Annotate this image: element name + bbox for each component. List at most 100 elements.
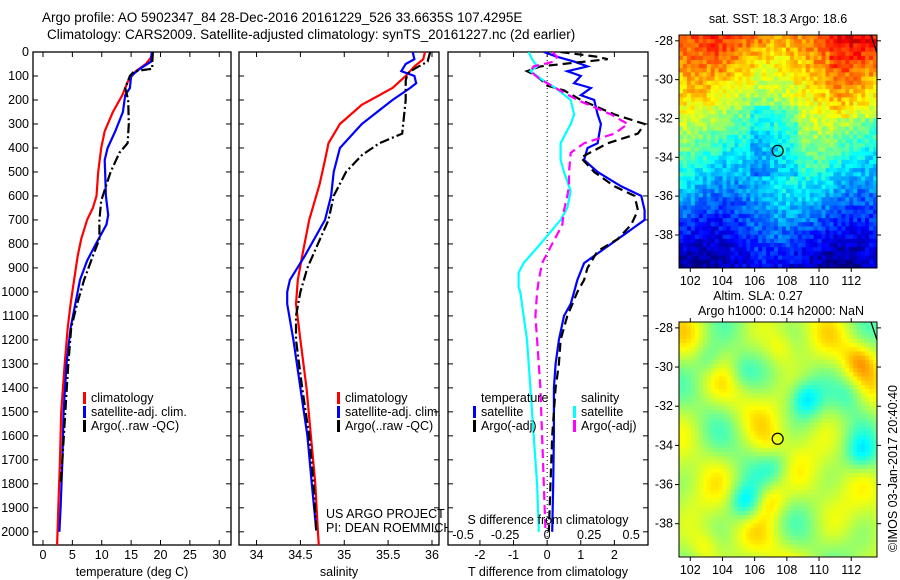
map-cell xyxy=(845,139,850,144)
map-cell xyxy=(778,259,783,265)
map-cell xyxy=(853,205,858,211)
map-cell xyxy=(825,218,831,223)
map-cell xyxy=(702,218,708,223)
map-cell xyxy=(698,76,704,82)
map-cell xyxy=(730,134,736,140)
map-cell xyxy=(734,35,739,40)
map-cell xyxy=(694,439,700,445)
map-cell xyxy=(694,72,700,78)
map-cell xyxy=(809,443,815,449)
map-cell xyxy=(781,372,787,378)
map-cell xyxy=(722,405,728,411)
map-cell xyxy=(722,147,728,153)
map-cell xyxy=(750,201,755,207)
map-cell xyxy=(813,64,819,69)
map-cell xyxy=(774,205,779,211)
legend-swatch xyxy=(83,392,86,404)
map-cell xyxy=(789,389,795,394)
map-cell xyxy=(726,43,732,49)
map-cell xyxy=(722,414,728,420)
map-cell xyxy=(686,197,692,203)
map-cell xyxy=(778,172,783,178)
map-cell xyxy=(726,105,732,111)
map-cell xyxy=(722,477,728,483)
map-cell xyxy=(841,101,846,107)
map-cell xyxy=(825,363,831,369)
map-cell xyxy=(857,255,862,261)
map-cell xyxy=(726,464,732,470)
map-cell xyxy=(714,163,720,169)
map-cell xyxy=(805,47,811,53)
map-cell xyxy=(758,368,763,373)
map-cell xyxy=(778,51,783,57)
map-cell xyxy=(793,109,799,115)
map-cell xyxy=(714,359,720,365)
map-cell xyxy=(762,468,767,474)
map-cell xyxy=(841,151,846,157)
y-tick-label: 200 xyxy=(8,93,29,107)
map-cell xyxy=(805,405,811,411)
map-cell xyxy=(805,101,811,107)
x-tick-label: 110 xyxy=(809,274,829,288)
map-cell xyxy=(718,376,724,382)
map-cell xyxy=(797,51,803,57)
map-cell xyxy=(694,163,700,169)
map-cell xyxy=(754,247,759,252)
map-cell xyxy=(817,355,823,361)
map-cell xyxy=(869,218,874,223)
map-cell xyxy=(853,209,858,215)
map-cell xyxy=(694,80,700,86)
map-cell xyxy=(750,35,755,40)
map-cell xyxy=(849,397,854,403)
map-cell xyxy=(730,468,736,474)
map-cell xyxy=(690,251,696,257)
map-cell xyxy=(734,147,739,153)
map-cell xyxy=(837,259,842,265)
map-cell xyxy=(817,168,823,173)
map-cell xyxy=(722,201,728,207)
map-cell xyxy=(778,435,783,441)
map-cell xyxy=(746,151,751,157)
map-cell xyxy=(742,89,747,94)
map-cell xyxy=(758,118,763,123)
map-cell xyxy=(861,93,866,99)
map-cell xyxy=(734,197,739,203)
map-cell xyxy=(809,205,815,211)
map-cell xyxy=(702,122,708,128)
map-cell xyxy=(873,72,877,78)
map-cell xyxy=(793,134,799,140)
map-cell xyxy=(766,105,771,111)
map-cell xyxy=(750,114,755,119)
map-cell xyxy=(766,84,771,90)
map-cell xyxy=(793,197,799,203)
map-cell xyxy=(694,389,700,394)
map-cell xyxy=(682,59,688,65)
map-cell xyxy=(781,147,787,153)
map-cell xyxy=(845,418,850,424)
map-cell xyxy=(793,263,799,268)
map-cell xyxy=(686,151,692,157)
map-cell xyxy=(726,168,732,173)
map-cell xyxy=(730,338,736,344)
map-cell xyxy=(746,126,751,132)
map-cell xyxy=(785,97,791,103)
map-cell xyxy=(861,464,866,470)
map-cell xyxy=(766,410,771,415)
map-cell xyxy=(861,372,866,378)
map-cell xyxy=(829,359,835,365)
map-cell xyxy=(781,139,787,144)
map-cell xyxy=(726,351,732,357)
map-cell xyxy=(742,426,747,432)
map-cell xyxy=(809,397,815,403)
map-cell xyxy=(873,435,877,441)
map-cell xyxy=(762,134,767,140)
map-cell xyxy=(690,431,696,436)
map-cell xyxy=(801,126,807,132)
map-cell xyxy=(679,380,684,386)
map-cell xyxy=(849,452,854,457)
map-cell xyxy=(698,334,704,340)
map-cell xyxy=(690,259,696,265)
map-cell xyxy=(702,247,708,252)
map-cell xyxy=(702,460,708,466)
map-cell xyxy=(853,422,858,428)
